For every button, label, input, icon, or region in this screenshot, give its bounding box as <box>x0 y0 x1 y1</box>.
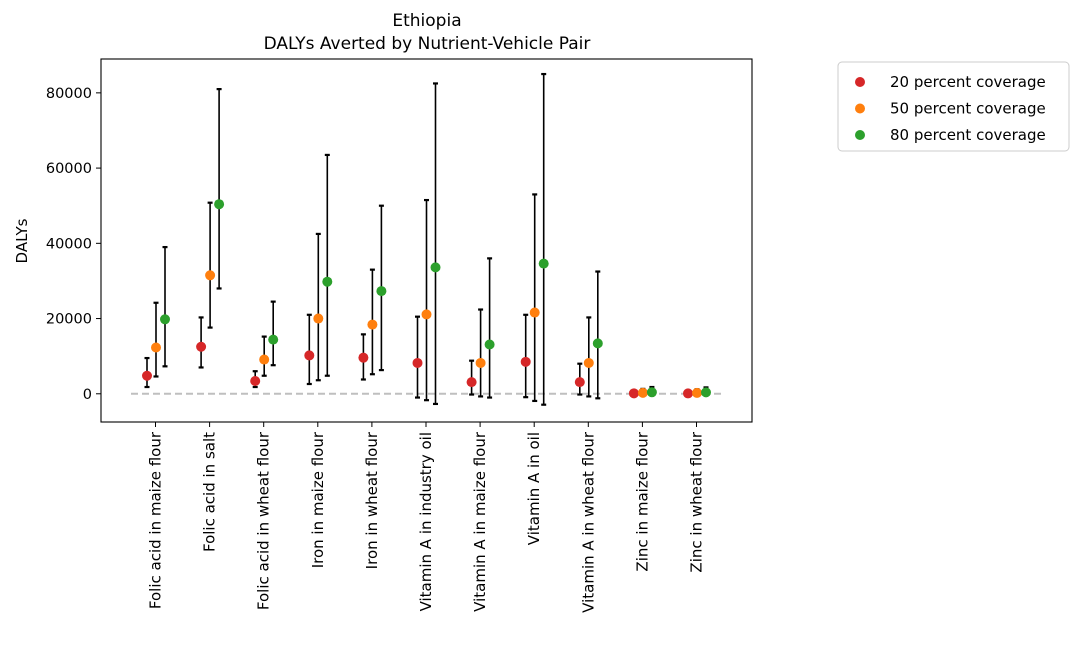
data-point <box>692 387 702 398</box>
x-tick-label: Vitamin A in wheat flour <box>579 431 597 613</box>
plot-area <box>100 58 753 423</box>
data-point <box>268 334 279 345</box>
data-point <box>592 338 603 349</box>
y-tick-label: 80000 <box>46 86 92 102</box>
data-point <box>367 319 378 330</box>
data-point <box>683 388 693 399</box>
y-tick-label: 0 <box>83 387 92 403</box>
data-point <box>574 377 585 388</box>
x-tick-label: Vitamin A in industry oil <box>417 432 435 611</box>
data-point <box>205 270 216 281</box>
legend-marker <box>855 103 865 114</box>
x-tick-label: Vitamin A in oil <box>525 432 543 545</box>
data-point <box>160 314 170 325</box>
chart-subtitle: DALYs Averted by Nutrient-Vehicle Pair <box>264 34 591 54</box>
legend-marker <box>855 130 865 140</box>
data-point <box>376 286 387 297</box>
data-point <box>313 313 324 324</box>
x-tick-label: Vitamin A in maize flour <box>471 431 489 612</box>
data-point <box>259 354 270 365</box>
x-tick-label: Folic acid in wheat flour <box>255 431 273 610</box>
data-point <box>583 357 594 368</box>
data-point <box>484 339 495 350</box>
data-point <box>475 357 486 368</box>
x-tick-label: Iron in wheat flour <box>363 431 381 569</box>
data-point <box>151 342 161 353</box>
y-tick-label: 20000 <box>46 312 92 328</box>
data-point <box>412 357 423 368</box>
data-point <box>196 341 207 352</box>
data-point <box>358 352 369 363</box>
legend: 20 percent coverage 50 percent coverage 80… <box>837 61 1070 152</box>
legend-marker <box>855 77 865 87</box>
y-axis-label: DALYs <box>13 218 31 263</box>
data-point <box>529 307 540 318</box>
data-point <box>421 309 432 320</box>
chart-title: Ethiopia <box>392 11 461 31</box>
data-point <box>430 262 441 273</box>
data-point <box>142 370 152 381</box>
y-tick-label: 60000 <box>46 161 92 177</box>
data-point <box>322 276 333 287</box>
legend-box <box>837 61 1070 152</box>
x-tick-label: Zinc in maize flour <box>633 431 651 571</box>
data-point <box>466 377 477 388</box>
data-point <box>538 258 549 269</box>
data-point <box>214 199 225 210</box>
x-axis-ticks: Folic acid in maize flour Folic acid in s… <box>147 422 706 613</box>
legend-label: 20 percent coverage <box>890 73 1046 91</box>
data-point <box>637 387 648 398</box>
data-point <box>628 388 639 399</box>
y-tick-label: 40000 <box>46 236 92 252</box>
x-tick-label: Iron in maize flour <box>309 431 327 568</box>
x-tick-label: Folic acid in salt <box>201 432 219 552</box>
data-point <box>250 375 261 386</box>
x-tick-label: Zinc in wheat flour <box>688 431 706 572</box>
y-axis-ticks: 0 20000 40000 60000 80000 <box>46 86 101 403</box>
legend-label: 80 percent coverage <box>890 126 1046 144</box>
x-tick-label: Folic acid in maize flour <box>147 431 165 609</box>
data-point <box>520 356 531 367</box>
data-point <box>646 387 657 398</box>
data-point <box>304 350 315 361</box>
legend-label: 50 percent coverage <box>890 100 1046 118</box>
data-point <box>701 387 711 398</box>
